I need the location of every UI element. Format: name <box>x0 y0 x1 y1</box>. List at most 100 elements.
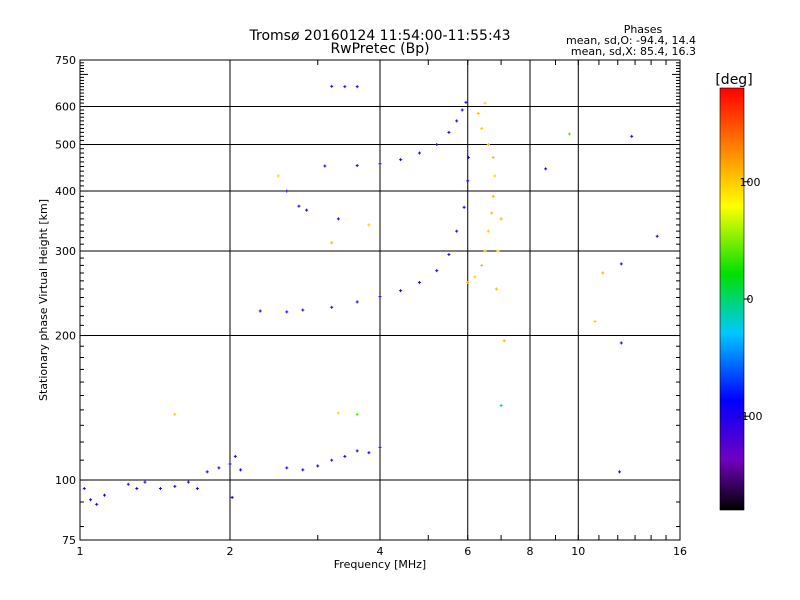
axis-ticks: 1 2 4 6 8 10 16 75 100 200 300 400 500 600 750 <box>55 54 687 558</box>
data-point <box>480 126 484 130</box>
data-point <box>460 108 464 112</box>
data-point <box>462 205 466 209</box>
data-point <box>466 280 470 284</box>
data-point <box>330 84 334 88</box>
x-tick-label: 10 <box>571 545 585 558</box>
colorbar-ticks: 100 0 -100 <box>738 176 763 423</box>
data-point <box>417 151 421 155</box>
data-point <box>355 300 359 304</box>
data-point <box>126 482 130 486</box>
x-tick-label: 1 <box>77 545 84 558</box>
data-point <box>230 495 234 499</box>
data-point <box>143 480 147 484</box>
data-point <box>493 174 497 178</box>
data-point <box>490 211 494 215</box>
data-point <box>455 229 459 233</box>
data-point <box>367 451 371 455</box>
y-tick-label: 400 <box>55 185 76 198</box>
y-tick-label: 750 <box>55 54 76 67</box>
data-point <box>217 466 221 470</box>
x-tick-label: 6 <box>464 545 471 558</box>
y-tick-label: 75 <box>62 534 76 547</box>
colorbar-tick-label: 100 <box>740 176 761 189</box>
data-point <box>619 262 623 266</box>
data-point <box>378 162 382 166</box>
colorbar-label: [deg] <box>715 72 752 88</box>
data-point <box>323 164 327 168</box>
data-point <box>301 308 305 312</box>
x-tick-label: 16 <box>673 545 687 558</box>
data-point <box>491 194 495 198</box>
data-point <box>233 454 237 458</box>
data-point <box>343 454 347 458</box>
colorbar-tick-label: -100 <box>738 410 763 423</box>
data-point <box>355 164 359 168</box>
data-point <box>417 280 421 284</box>
data-point <box>330 458 334 462</box>
data-point <box>499 403 503 407</box>
data-point <box>494 287 498 291</box>
data-point <box>186 480 190 484</box>
data-point <box>483 101 487 105</box>
data-point <box>480 263 484 267</box>
data-point <box>486 143 490 147</box>
data-point <box>82 487 86 491</box>
data-point <box>502 339 506 343</box>
data-point <box>378 295 382 299</box>
data-point <box>173 412 177 416</box>
data-point <box>285 189 289 193</box>
data-points <box>82 84 659 506</box>
data-point <box>135 487 139 491</box>
data-point <box>476 112 480 116</box>
chart-title: Tromsø 20160124 11:54:00-11:55:43 <box>249 28 511 44</box>
data-point <box>285 310 289 314</box>
data-point <box>258 309 262 313</box>
data-point <box>473 275 477 279</box>
data-point <box>205 470 209 474</box>
data-point <box>567 132 571 136</box>
data-point <box>483 249 487 253</box>
data-point <box>89 498 93 502</box>
data-point <box>630 134 634 138</box>
data-point <box>330 305 334 309</box>
data-point <box>276 174 280 178</box>
data-point <box>619 341 623 345</box>
data-point <box>593 319 597 323</box>
colorbar <box>720 88 744 510</box>
data-point <box>228 462 232 466</box>
data-point <box>601 271 605 275</box>
y-tick-label: 200 <box>55 330 76 343</box>
data-point <box>455 119 459 123</box>
data-point <box>367 223 371 227</box>
data-point <box>195 487 199 491</box>
x-tick-label: 8 <box>527 545 534 558</box>
data-point <box>499 217 503 221</box>
y-axis-label: Stationary phase Virtual Height [km] <box>37 199 50 401</box>
data-point <box>447 253 451 257</box>
y-tick-label: 300 <box>55 245 76 258</box>
y-tick-label: 500 <box>55 139 76 152</box>
data-point <box>466 179 470 183</box>
data-point <box>491 155 495 159</box>
data-point <box>466 155 470 159</box>
data-point <box>544 167 548 171</box>
data-point <box>103 493 107 497</box>
data-point <box>355 85 359 89</box>
data-point <box>336 217 340 221</box>
data-point <box>336 411 340 415</box>
y-tick-label: 100 <box>55 474 76 487</box>
data-point <box>435 269 439 273</box>
data-point <box>464 100 468 104</box>
data-point <box>330 241 334 245</box>
stats-line-o: mean, sd,O: -94.4, 14.4 <box>566 34 696 47</box>
data-point <box>355 449 359 453</box>
x-axis-label: Frequency [MHz] <box>334 558 426 571</box>
data-point <box>173 484 177 488</box>
data-point <box>305 208 309 212</box>
stats-line-x: mean, sd,X: 85.4, 16.3 <box>571 45 696 58</box>
data-point <box>95 502 99 506</box>
data-point <box>496 249 500 253</box>
data-point <box>378 445 382 449</box>
data-point <box>399 289 403 293</box>
